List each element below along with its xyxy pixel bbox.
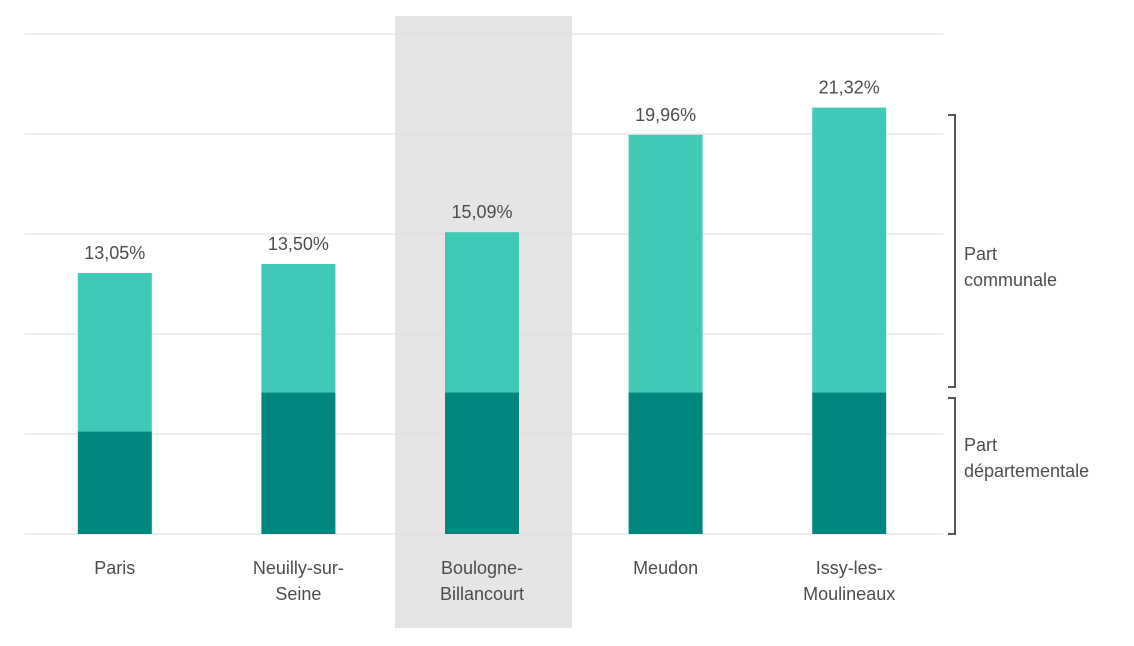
- bar-departementale: [812, 392, 887, 534]
- part-departementale-line-1: Part: [964, 435, 998, 455]
- bar-departementale: [77, 431, 152, 534]
- bar-value-label: 19,96%: [635, 105, 696, 125]
- category-label: Issy-les-Moulineaux: [803, 558, 895, 604]
- bar-communale: [77, 273, 152, 432]
- part-departementale-label: Part départementale: [964, 432, 1089, 484]
- part-communale-line-1: Part: [964, 244, 998, 264]
- bar-value-label: 13,05%: [84, 243, 145, 263]
- category-label: Paris: [94, 558, 135, 578]
- part-communale-line-2: communale: [964, 270, 1058, 290]
- bar-communale: [812, 107, 887, 393]
- bar-departementale: [261, 392, 336, 534]
- bar-communale: [261, 264, 336, 393]
- bar-value-label: 13,50%: [268, 234, 329, 254]
- bar-value-label: 21,32%: [819, 78, 880, 98]
- part-communale-label: Part communale: [964, 241, 1057, 293]
- part-departementale-line-2: départementale: [964, 461, 1090, 481]
- bar-communale: [628, 134, 703, 393]
- departementale-bracket: [948, 397, 956, 535]
- category-label: Neuilly-sur-Seine: [253, 558, 344, 604]
- bar-communale: [445, 232, 519, 393]
- bar-value-label: 15,09%: [451, 202, 512, 222]
- bar-departementale: [445, 392, 519, 534]
- category-label: Boulogne-Billancourt: [440, 558, 524, 604]
- category-label: Meudon: [633, 558, 698, 578]
- bar-departementale: [628, 392, 703, 534]
- communale-bracket: [948, 114, 956, 388]
